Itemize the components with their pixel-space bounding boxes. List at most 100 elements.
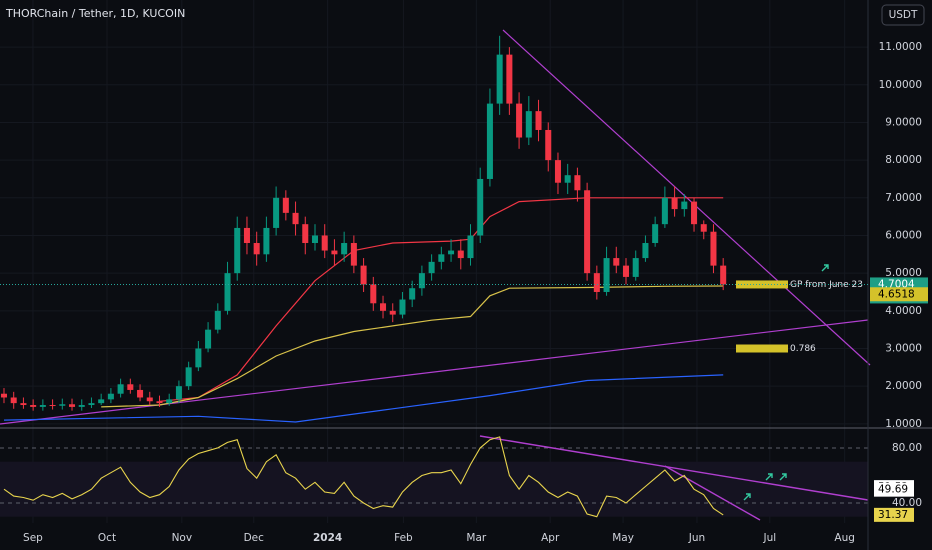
- rsi-band: [0, 461, 868, 517]
- y-tick-label: 11.0000: [879, 41, 922, 53]
- candle-body: [253, 243, 260, 255]
- candle-body: [418, 273, 425, 289]
- candle-body: [224, 273, 231, 311]
- candle-body: [632, 258, 639, 277]
- candle-body: [117, 384, 124, 394]
- moving-average: [101, 285, 724, 408]
- level-label: 4.6518: [878, 288, 915, 300]
- rsi-marker-box: [874, 482, 914, 497]
- candle-body: [389, 310, 396, 315]
- currency-button[interactable]: [881, 4, 925, 26]
- chart-title: THORChain / Tether, 1D, KUCOIN: [5, 7, 185, 20]
- y-tick-label: 3.0000: [885, 343, 922, 355]
- candle-body: [720, 265, 727, 285]
- candle-body: [39, 405, 46, 407]
- candle-body: [477, 178, 484, 236]
- y-tick-label: 8.0000: [885, 154, 922, 166]
- candle-body: [593, 273, 600, 292]
- candle-body: [516, 103, 523, 138]
- candle-body: [137, 389, 144, 398]
- fib-zone-label: GP from June 23: [790, 280, 863, 290]
- rsi-trendline: [479, 435, 869, 501]
- candle-body: [273, 197, 280, 228]
- candle-body: [652, 224, 659, 244]
- rsi-marker-label: 31.37: [878, 509, 908, 521]
- candle-body: [302, 224, 309, 244]
- candle-body: [205, 329, 212, 349]
- candle-body: [700, 224, 707, 232]
- candle-body: [88, 403, 95, 406]
- candle-body: [127, 384, 134, 390]
- arrow-icon: [779, 473, 787, 481]
- y-tick-label: 6.0000: [885, 229, 922, 241]
- candle-body: [214, 310, 221, 330]
- candle-body: [642, 243, 649, 259]
- candle-body: [98, 399, 105, 404]
- x-tick-label: Jul: [763, 532, 777, 544]
- candle-body: [409, 288, 416, 300]
- candle-body: [341, 243, 348, 255]
- candle-body: [282, 197, 289, 213]
- y-tick-label: 4.0000: [885, 305, 922, 317]
- candle-body: [311, 235, 319, 244]
- candle-body: [263, 227, 270, 255]
- rsi-tick-label: 40.00: [892, 497, 922, 509]
- candle-body: [350, 243, 357, 266]
- x-tick-label: Jun: [688, 532, 705, 544]
- candle-body: [0, 393, 7, 398]
- arrow-icon: [821, 264, 829, 272]
- candle-body: [69, 404, 76, 407]
- x-tick-label: 2024: [313, 532, 342, 544]
- candle-body: [146, 397, 153, 402]
- x-tick-label: Dec: [244, 532, 265, 544]
- candle-body: [156, 401, 163, 404]
- candle-body: [438, 254, 445, 262]
- y-tick-label: 1.0000: [885, 418, 922, 430]
- x-tick-label: Mar: [466, 532, 486, 544]
- candle-body: [331, 250, 338, 255]
- candle-body: [321, 235, 328, 251]
- candle-body: [243, 227, 250, 244]
- candle-body: [360, 265, 367, 285]
- rsi-marker-box: [874, 507, 914, 522]
- candle-body: [370, 284, 377, 304]
- rsi-marker-label: 49.69: [878, 484, 908, 496]
- candle-body: [535, 111, 542, 130]
- candle-body: [525, 111, 532, 138]
- x-tick-label: Nov: [172, 532, 193, 544]
- candle-body: [185, 367, 192, 387]
- x-tick-label: Apr: [541, 532, 560, 544]
- x-tick-label: Oct: [98, 532, 116, 544]
- y-tick-label: 7.0000: [885, 192, 922, 204]
- candle-body: [78, 405, 85, 407]
- candle-body: [30, 405, 37, 407]
- fib-zone: [736, 344, 788, 353]
- currency-label[interactable]: USDT: [889, 9, 918, 21]
- rsi-tick-label: 80.00: [892, 442, 922, 454]
- candle-body: [175, 386, 182, 400]
- y-tick-label: 9.0000: [885, 116, 922, 128]
- candle-body: [20, 403, 27, 406]
- candle-body: [691, 201, 698, 225]
- rsi-line: [3, 436, 724, 518]
- candle-body: [59, 404, 66, 406]
- candle-body: [671, 197, 678, 210]
- candle-body: [554, 160, 561, 183]
- candle-body: [107, 393, 114, 400]
- candle-body: [166, 399, 173, 404]
- candle-body: [545, 129, 552, 161]
- x-tick-label: Feb: [394, 532, 413, 544]
- candle-body: [584, 190, 591, 274]
- y-tick-label: 2.0000: [885, 380, 922, 392]
- candle-body: [292, 212, 299, 225]
- candle-body: [428, 261, 435, 274]
- candle-body: [613, 258, 620, 266]
- y-tick-label: 5.0000: [885, 267, 922, 279]
- candle-body: [234, 227, 241, 274]
- candle-body: [448, 250, 455, 255]
- candle-body: [467, 235, 474, 259]
- candle-body: [603, 258, 610, 292]
- y-tick-label: 10.0000: [879, 79, 922, 91]
